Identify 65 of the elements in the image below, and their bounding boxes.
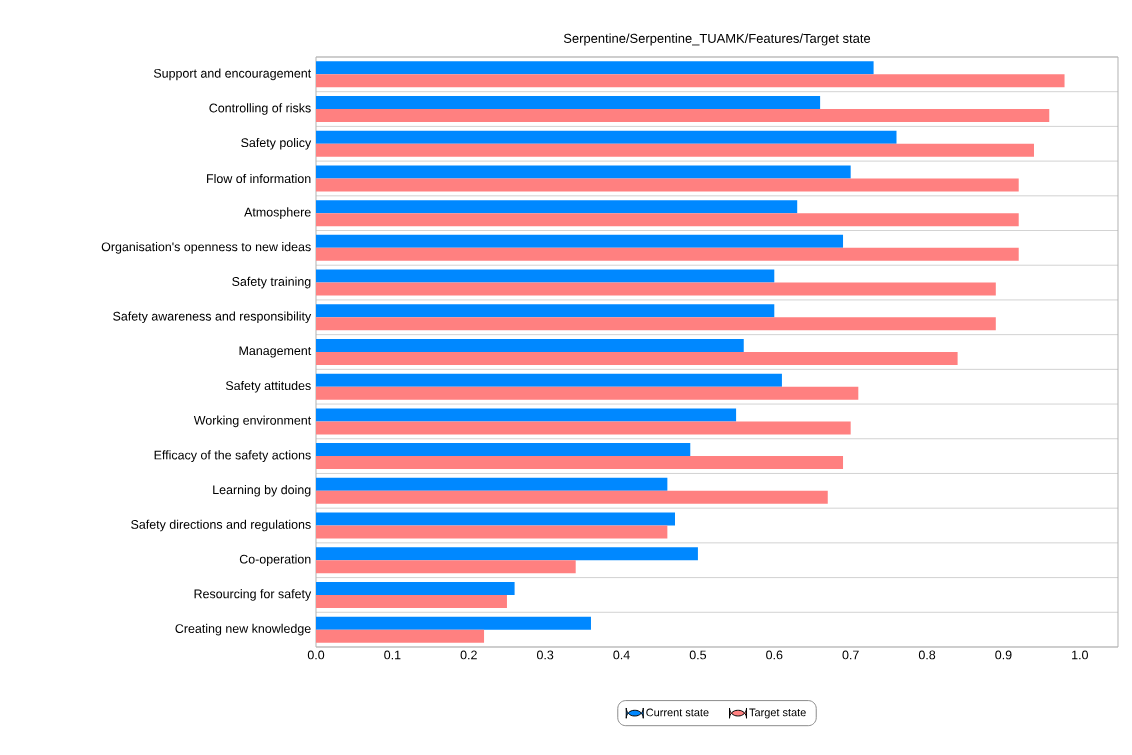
bar: [316, 61, 874, 75]
y-tick-label: Organisation's openness to new ideas: [101, 242, 311, 254]
bar: [316, 178, 1019, 192]
x-tick-label: 0.6: [766, 650, 783, 660]
bar: [316, 351, 958, 365]
bar: [316, 234, 844, 248]
bar: [316, 525, 668, 539]
y-tick-label: Safety training: [232, 276, 311, 289]
bar: [316, 456, 844, 470]
legend-label: Current state: [646, 708, 709, 717]
bar: [316, 629, 485, 643]
bar: [316, 512, 675, 526]
x-tick-label: 0.5: [689, 650, 707, 660]
bar: [316, 96, 821, 110]
bar: [316, 200, 798, 214]
bar: [316, 581, 515, 595]
y-tick-label: Learning by doing: [213, 485, 311, 497]
y-tick-label: Management: [239, 346, 312, 358]
x-tick-label: 0.9: [995, 650, 1012, 660]
bar: [316, 130, 897, 144]
bar: [316, 594, 507, 608]
bar: [316, 616, 591, 630]
legend-label: Target state: [749, 708, 806, 719]
y-tick-label: Working environment: [193, 415, 312, 428]
bar: [316, 338, 744, 352]
bar: [316, 304, 775, 318]
x-tick-label: 0.4: [613, 650, 630, 660]
x-tick-label: 0.0: [307, 650, 325, 660]
bar: [316, 282, 996, 296]
y-tick-label: Creating new knowledge: [175, 623, 311, 636]
bar: [316, 143, 1034, 157]
bar: [316, 477, 668, 491]
y-tick-label: Safety policy: [241, 137, 312, 150]
bar: [316, 560, 576, 574]
bar: [316, 109, 1050, 123]
x-tick-label: 1.0: [1072, 650, 1088, 660]
bar: [316, 373, 782, 387]
bar: [316, 269, 775, 283]
x-tick-label: 0.3: [536, 650, 554, 660]
bar: [316, 74, 1065, 88]
bar: [316, 317, 996, 331]
bar: [316, 408, 737, 422]
y-tick-label: Support and encouragement: [153, 68, 312, 81]
bar: [316, 490, 828, 504]
x-tick-label: 0.8: [918, 650, 936, 660]
bar: [316, 443, 691, 457]
bar: [316, 247, 1019, 261]
x-tick-label: 0.2: [460, 650, 477, 660]
bar: [316, 386, 859, 400]
chart-title: Serpentine/Serpentine_TUAMK/Features/Target state: [563, 33, 871, 46]
bar: [316, 547, 698, 561]
y-tick-label: Efficacy of the safety actions: [154, 450, 311, 462]
bar: [316, 213, 1019, 227]
y-tick-label: Safety attitudes: [225, 380, 311, 393]
y-tick-label: Resourcing for safety: [194, 589, 312, 601]
y-tick-label: Safety directions and regulations: [131, 519, 311, 532]
y-tick-label: Atmosphere: [244, 207, 311, 219]
bar: [316, 421, 851, 435]
y-tick-label: Controlling of risks: [209, 103, 311, 115]
y-tick-label: Flow of information: [207, 173, 311, 184]
x-tick-label: 0.7: [842, 650, 859, 660]
x-tick-label: 0.1: [384, 650, 401, 660]
bar: [316, 165, 851, 179]
y-tick-label: Safety awareness and responsibility: [113, 311, 312, 324]
y-tick-label: Co-operation: [239, 554, 311, 567]
